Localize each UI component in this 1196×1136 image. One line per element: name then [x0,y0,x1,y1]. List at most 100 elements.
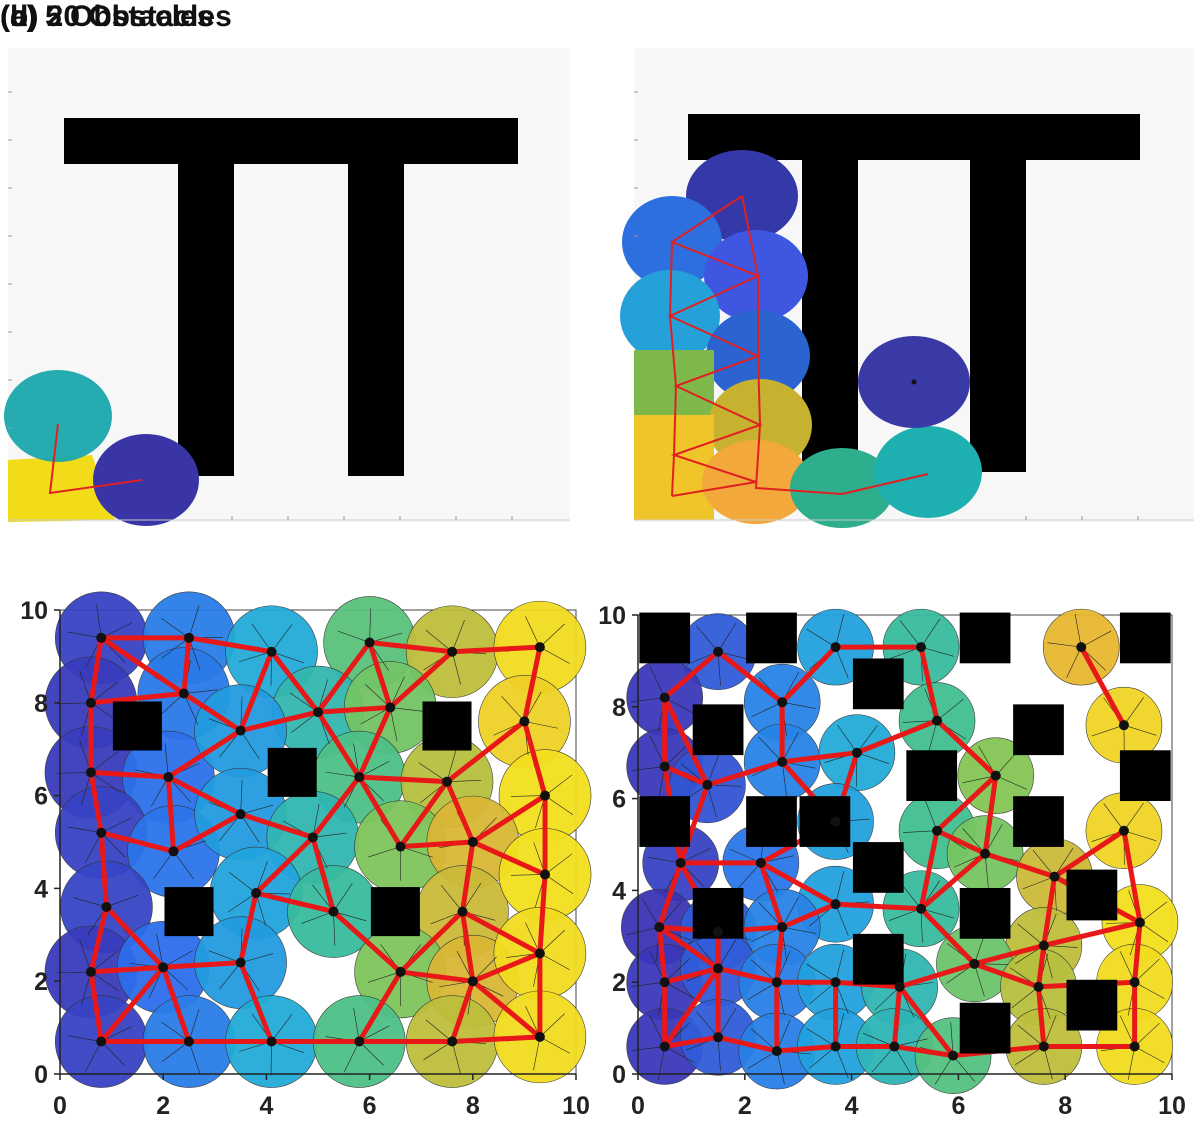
cell-edge [539,646,570,664]
connection-edge [449,644,543,655]
robot-cell [4,370,112,462]
robot-node [830,816,841,827]
connection-edge [854,718,940,756]
cell-edge [188,1008,200,1042]
cell-edge [156,933,164,968]
cell-edge [806,963,836,983]
cell-edge [106,894,139,908]
cell-edge [1017,1024,1045,1047]
cell-edge [240,780,243,815]
cell-edge [183,693,199,725]
cell-edge [188,605,200,638]
panel-c-x-tick-label: 2 [156,1092,170,1120]
connection-edge [449,1034,543,1045]
cell-edge [67,1035,102,1042]
connection-edge [315,639,373,715]
robot-node [713,963,724,974]
connection-path [741,195,929,496]
obstacle [639,612,691,664]
connection-edge [315,709,362,780]
cell-edge [539,953,570,971]
cell-edge [56,772,91,774]
connection-edge [982,851,1058,880]
cell-edge [90,772,120,792]
cell-edge [188,1041,201,1074]
cell-edge [1074,613,1082,648]
cell-edge [369,608,371,643]
cell-edge [446,780,481,782]
panel-c-y-tick-label: 2 [34,968,48,996]
panel-c-y-tick-label: 8 [34,690,48,718]
connection-edge [253,890,336,915]
cell-edge [343,1041,360,1073]
cell-edge [1022,876,1055,890]
cell-edge [776,1050,785,1085]
panel-c-y-tick-label: 10 [20,597,48,625]
connection-edge [971,942,1047,967]
connection-edge [356,704,393,780]
cell-edge [1134,981,1165,999]
cell-edge [533,1036,541,1071]
robot-node [313,707,323,718]
panel-d: 0 2 4 6 8 10 0 2 4 6 8 10 [598,602,1186,1120]
cell-edge [451,620,465,652]
connection-edge [398,779,450,850]
connection-edge [656,924,721,971]
connection-edge [758,860,839,907]
panel-d-y-tick-label: 8 [612,694,626,722]
connection-edge [367,639,393,710]
connection-edge [444,779,476,845]
cell-edge [737,862,762,889]
robot-node [158,962,169,973]
robot-node [932,715,943,726]
cell-edge [312,803,320,838]
panel-d-y-tick-label: 2 [612,969,626,997]
cell-edge [934,1055,954,1085]
robot-node [1076,642,1087,653]
connection-edge [103,904,166,970]
obstacle [692,704,744,756]
robot-node [184,632,194,643]
robot-node [395,841,406,852]
panel-c-x-tick-label: 6 [363,1092,377,1120]
cell-edge [871,1046,895,1073]
connection-edge [521,644,543,724]
robot-cell [8,455,115,522]
cell-edge [359,1025,390,1042]
cell-edge [649,666,665,698]
cell-edge [809,981,836,1005]
cell-edge [1015,1046,1045,1066]
obstacle [1119,750,1171,802]
cell-edge [368,971,401,983]
cell-edge [717,1037,721,1072]
robot-node [96,827,107,838]
connection-edge [1041,874,1058,948]
robot-node [85,966,96,977]
cell-edge [333,911,336,946]
connection-edge [459,909,543,956]
robot-cell [790,448,894,528]
connection-edge [470,978,543,1040]
connection-edge [715,649,785,705]
cell-edge [1139,901,1168,923]
connection-edge [521,718,548,799]
robot-node [163,772,174,783]
robot-node [101,901,112,912]
robot-node [442,776,452,787]
robot-node [364,637,375,648]
connection-edge [88,691,187,706]
robot-node [251,888,262,899]
connection-edge [181,691,244,734]
robot-node [235,725,246,736]
cell-edge [995,775,1027,790]
robot-node [755,857,766,868]
connection-edge [662,763,710,788]
cell-edge [511,795,546,797]
cell-edge [544,853,573,875]
robot-node [713,926,724,937]
obstacle [959,1002,1011,1054]
robot-node [932,825,943,836]
obstacle [959,612,1011,664]
cell-edge [353,1007,360,1042]
connection-edge [715,965,780,985]
